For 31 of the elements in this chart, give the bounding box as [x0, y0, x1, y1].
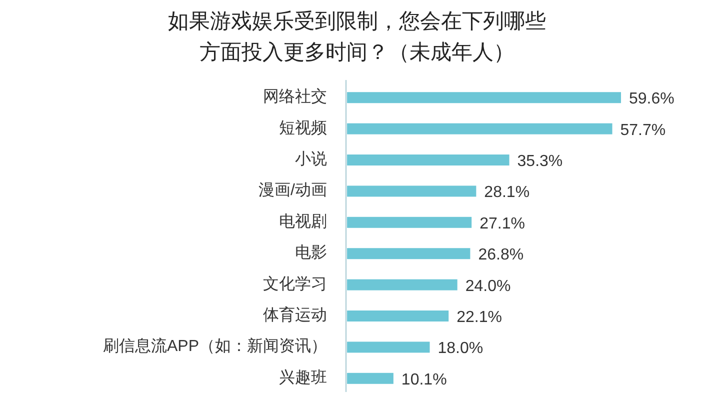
data-label: 57.7% [620, 122, 666, 139]
bar [347, 154, 510, 166]
bar [347, 372, 394, 384]
y-tick-label: 电视剧 [279, 212, 327, 230]
y-tick-label: 小说 [295, 150, 327, 168]
y-tick-label: 文化学习 [263, 274, 327, 293]
y-tick-label: 刷信息流APP（如：新闻资讯） [102, 337, 327, 356]
bar [347, 92, 621, 104]
data-label: 59.6% [629, 90, 674, 108]
data-label: 10.1% [401, 371, 447, 388]
data-label: 27.1% [480, 215, 525, 232]
y-tick-label: 电影 [295, 244, 327, 262]
bar [347, 186, 476, 197]
y-tick-label: 漫画/动画 [258, 182, 327, 200]
y-tick-label: 兴趣班 [279, 368, 327, 386]
data-label: 18.0% [438, 340, 484, 358]
bar [347, 123, 612, 134]
chart-title: 如果游戏娱乐受到限制，您会在下列哪些方面投入更多时间？（未成年人） [167, 9, 547, 66]
bar [347, 216, 472, 228]
y-tick-label: 短视频 [279, 118, 327, 137]
bar [347, 310, 449, 322]
data-label: 28.1% [484, 184, 530, 202]
y-tick-label: 体育运动 [263, 306, 327, 324]
bar [347, 342, 430, 353]
bar [347, 279, 458, 290]
y-tick-label: 网络社交 [263, 88, 327, 106]
data-label: 24.0% [465, 278, 511, 295]
data-label: 26.8% [478, 246, 524, 264]
data-label: 22.1% [456, 309, 502, 326]
bar [347, 248, 470, 260]
data-label: 35.3% [517, 153, 563, 170]
